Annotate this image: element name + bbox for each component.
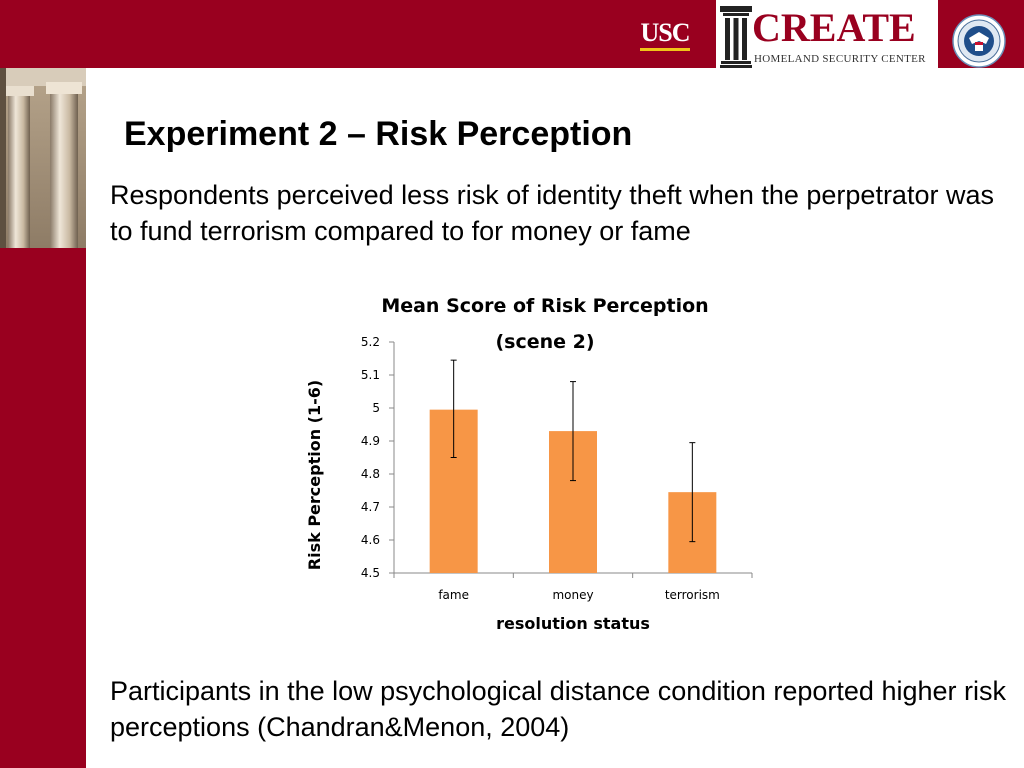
x-tick-label-money: money (552, 588, 593, 602)
usc-logo: USC (622, 0, 708, 68)
y-tick-label: 5.2 (361, 335, 380, 349)
pillar-icon (720, 6, 752, 68)
paragraph-2: Participants in the low psychological di… (110, 676, 1006, 742)
chart-title-line-2: (scene 2) (495, 331, 594, 353)
paragraph-1: Respondents perceived less risk of ident… (110, 180, 994, 246)
dhs-seal-icon (952, 14, 1006, 68)
x-tick-label-fame: fame (438, 588, 469, 602)
y-axis-label: Risk Perception (1-6) (305, 380, 324, 570)
y-tick-label: 5.1 (361, 368, 380, 382)
x-tick-label-terrorism: terrorism (665, 588, 720, 602)
create-logo-word: CREATE (752, 5, 916, 50)
y-tick-label: 5 (372, 401, 380, 415)
create-logo-subtitle: HOMELAND SECURITY CENTER (754, 53, 926, 65)
bar-chart: Mean Score of Risk Perception (scene 2) … (305, 295, 753, 633)
y-axis-ticks: 4.5 4.6 4.7 4.8 4.9 5 5.1 5.2 (361, 335, 394, 580)
column-photo (0, 68, 86, 248)
y-tick-label: 4.5 (361, 566, 380, 580)
bars (429, 359, 717, 573)
chart-title-line-1: Mean Score of Risk Perception (381, 295, 708, 317)
create-logo: CREATE HOMELAND SECURITY CENTER (716, 0, 938, 76)
y-tick-label: 4.6 (361, 533, 380, 547)
x-axis-ticks: fame money terrorism (393, 573, 753, 602)
slide-title: Experiment 2 – Risk Perception (124, 115, 633, 153)
y-tick-label: 4.8 (361, 467, 380, 481)
x-axis-label: resolution status (496, 614, 650, 633)
y-tick-label: 4.9 (361, 434, 380, 448)
y-tick-label: 4.7 (361, 500, 380, 514)
